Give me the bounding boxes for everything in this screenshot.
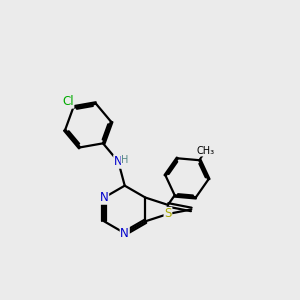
Text: S: S [164,208,172,220]
Text: Cl: Cl [62,95,74,108]
Text: N: N [114,155,123,168]
Text: H: H [121,155,128,165]
Text: N: N [120,227,129,240]
Text: N: N [100,191,109,204]
Text: CH₃: CH₃ [197,146,215,156]
